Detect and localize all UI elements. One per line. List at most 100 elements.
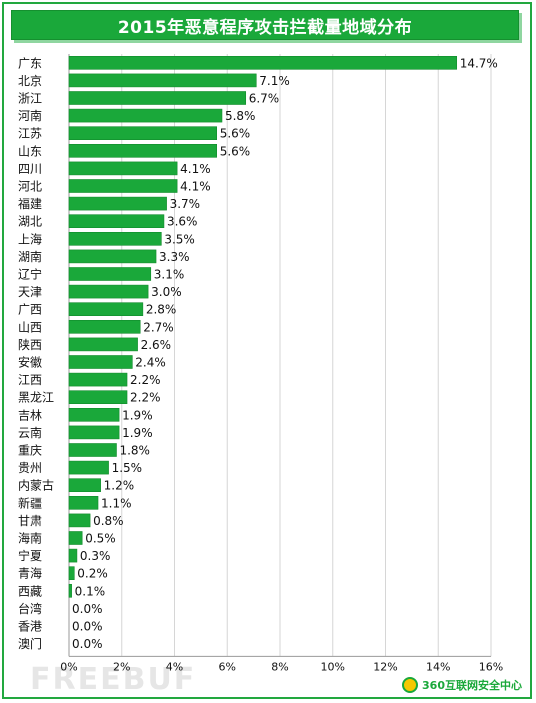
category-label: 山西 [18,320,42,334]
bar [68,302,144,317]
bar [68,531,83,545]
bar [68,214,165,228]
category-label: 广东 [18,56,42,70]
value-label: 0.2% [77,567,108,581]
category-label: 贵州 [18,461,42,475]
value-label: 6.7% [249,92,280,106]
value-label: 5.8% [225,109,256,123]
value-label: 3.1% [154,268,185,282]
value-label: 1.9% [122,408,153,422]
bar [68,319,141,334]
bar [68,232,162,246]
x-tick-label: 12% [373,660,397,673]
category-label: 河北 [18,180,42,194]
category-label: 天津 [18,285,42,299]
bar [68,108,223,123]
value-label: 0.0% [72,637,103,651]
chart-title: 2015年恶意程序攻击拦截量地域分布 [117,17,413,38]
value-label: 14.7% [460,56,498,70]
category-label: 福建 [18,196,42,211]
category-label: 广西 [18,303,42,317]
bar [68,513,91,528]
bar [68,196,167,211]
value-label: 2.8% [146,303,177,317]
value-label: 2.7% [143,320,174,334]
category-label: 上海 [18,231,42,246]
x-tick-label: 10% [321,660,345,673]
brand: 360互联网安全中心 [402,677,522,693]
value-labels: 14.7% 7.1% 6.7% 5.8% 5.6% 5.6% 4.1% 4.1% 3.7% 3.6… [72,56,498,651]
category-label: 香港 [18,620,42,634]
category-label: 吉林 [18,408,42,422]
value-label: 1.5% [112,461,143,475]
value-label: 3.7% [170,197,201,211]
chart-title-bar: 2015年恶意程序攻击拦截量地域分布 [11,10,519,40]
x-tick-labels: 0% 2% 4% 6% 8% 10% 12% 14% 16% [60,660,503,673]
bar [68,267,152,281]
category-label: 河南 [18,108,42,123]
x-tick-label: 16% [479,660,503,673]
value-label: 2.6% [141,338,172,352]
category-label: 安徽 [18,355,42,370]
category-label: 山东 [18,144,42,158]
bar [68,179,178,193]
value-label: 0.0% [72,602,103,616]
value-label: 3.3% [159,250,190,264]
value-label: 0.3% [80,549,111,563]
value-label: 1.9% [122,426,153,440]
category-label: 四川 [18,162,42,176]
x-tick-label: 0% [60,660,77,673]
bar [68,91,247,105]
value-label: 2.4% [135,356,166,370]
value-label: 3.5% [164,232,195,246]
value-label: 0.1% [75,584,106,598]
x-tick-label: 14% [426,660,450,673]
category-label: 黑龙江 [18,391,54,405]
value-label: 1.2% [104,479,134,493]
bar [68,443,117,457]
category-label: 辽宁 [18,267,42,282]
bar [68,337,138,352]
bar [68,425,120,440]
value-label: 2.2% [130,373,161,387]
x-tick-label: 8% [271,660,288,673]
bar [68,583,72,598]
bar [68,161,178,176]
bar [68,73,257,88]
bar [68,495,99,510]
category-label: 江西 [18,373,42,387]
category-label: 北京 [18,74,42,88]
category-label: 台湾 [18,601,42,616]
value-label: 1.1% [101,496,132,510]
category-label: 湖北 [18,214,42,229]
value-label: 4.1% [180,180,211,194]
bar [68,249,157,264]
category-label: 澳门 [18,636,42,651]
value-label: 7.1% [259,74,290,88]
category-label: 湖南 [18,249,42,264]
value-label: 0.0% [72,620,103,634]
bar [68,55,458,70]
category-label: 重庆 [18,444,42,458]
bars [68,55,458,598]
value-label: 2.2% [130,391,161,405]
category-label: 江苏 [18,127,42,141]
category-label: 新疆 [18,495,42,510]
x-tick-label: 2% [113,660,130,673]
category-label: 西藏 [18,584,42,598]
bar [68,284,149,299]
value-label: 4.1% [180,162,211,176]
bar [68,144,217,158]
watermark: FREEBUF [30,662,197,697]
value-label: 0.8% [93,514,124,528]
brand-name: 360互联网安全中心 [422,679,522,692]
bar [68,548,78,563]
x-tick-label: 6% [219,660,236,673]
value-label: 5.6% [220,127,251,141]
category-label: 青海 [18,566,42,581]
category-label: 云南 [18,425,42,440]
bar [68,566,75,581]
value-label: 1.8% [119,444,150,458]
value-label: 3.0% [151,285,182,299]
